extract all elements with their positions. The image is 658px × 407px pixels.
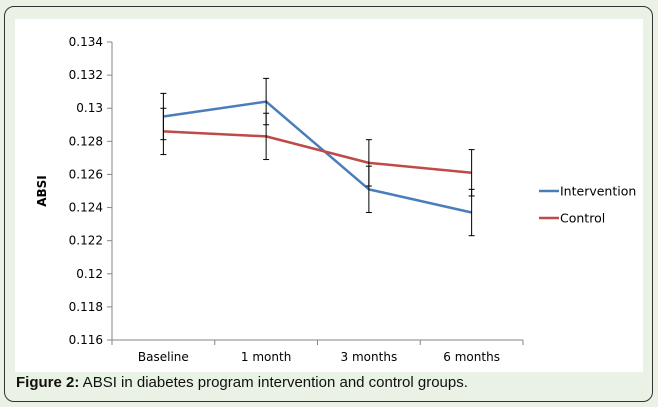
- y-tick-label: 0.116: [69, 333, 103, 347]
- line-chart: 0.116 0.118 0.12 0.122 0.124 0.126 0.128 0.13 0.…: [35, 35, 636, 364]
- figure-frame: 0.116 0.118 0.12 0.122 0.124 0.126 0.128 0.13 0.…: [4, 6, 653, 402]
- x-tick-label: 3 months: [341, 350, 398, 364]
- y-axis-title: ABSI: [35, 175, 49, 207]
- x-tick-label: Baseline: [138, 350, 189, 364]
- legend-label-intervention: Intervention: [560, 184, 636, 199]
- figure-caption: Figure 2: ABSI in diabetes program inter…: [16, 374, 468, 391]
- y-tick-label: 0.134: [69, 35, 103, 49]
- y-tick-label: 0.12: [76, 267, 103, 281]
- y-tick-label: 0.128: [69, 134, 103, 148]
- x-tick-label: 6 months: [443, 350, 500, 364]
- y-tick-label: 0.118: [69, 300, 103, 314]
- y-tick-label: 0.124: [69, 201, 103, 215]
- chart-area: 0.116 0.118 0.12 0.122 0.124 0.126 0.128 0.13 0.…: [15, 19, 643, 372]
- series-line-intervention: [163, 100, 472, 214]
- y-tick-label: 0.122: [69, 234, 103, 248]
- series-line-control: [163, 130, 472, 175]
- y-tick-label: 0.132: [69, 68, 103, 82]
- y-tick-label: 0.13: [76, 101, 103, 115]
- x-tick-label: 1 month: [241, 350, 291, 364]
- caption-label: Figure 2:: [16, 374, 80, 391]
- y-tick-label: 0.126: [69, 167, 103, 181]
- caption-text: ABSI in diabetes program intervention an…: [79, 374, 468, 391]
- legend-label-control: Control: [560, 211, 605, 226]
